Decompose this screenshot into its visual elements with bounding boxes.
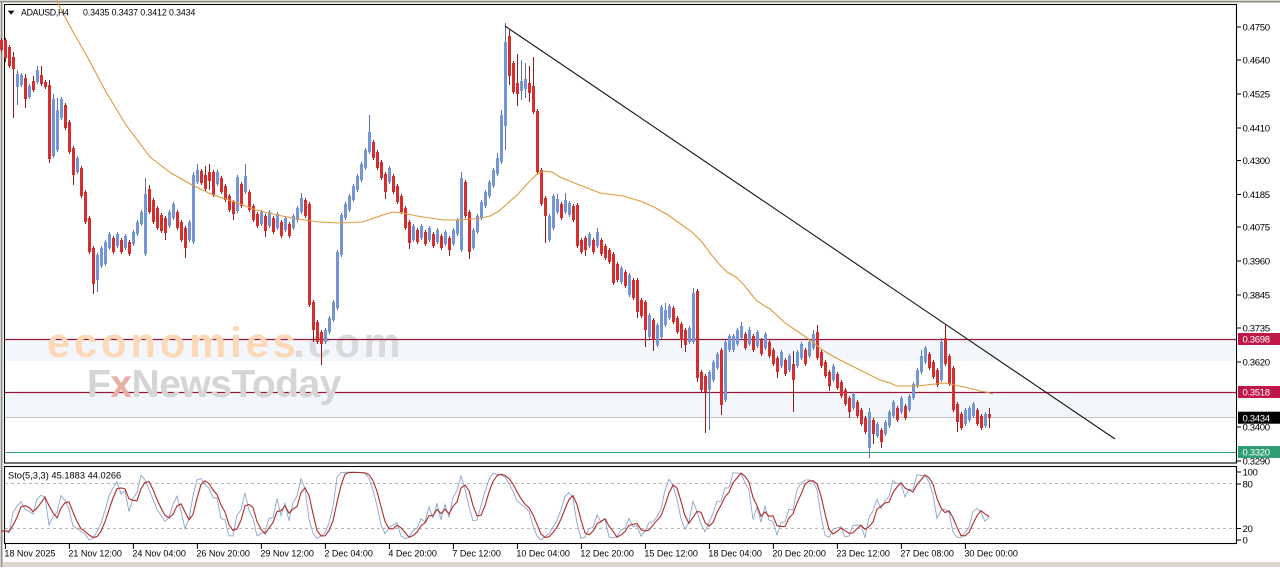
svg-text:0.4300: 0.4300	[1243, 156, 1270, 167]
svg-text:0.4750: 0.4750	[1243, 22, 1270, 33]
svg-text:21 Nov 12:00: 21 Nov 12:00	[68, 549, 122, 559]
svg-text:0.4185: 0.4185	[1243, 190, 1270, 201]
svg-text:26 Nov 20:00: 26 Nov 20:00	[196, 549, 250, 559]
svg-text:100: 100	[1243, 467, 1258, 478]
svg-text:20: 20	[1243, 524, 1253, 535]
svg-text:0.3320: 0.3320	[1243, 448, 1270, 459]
svg-text:2 Dec 04:00: 2 Dec 04:00	[324, 549, 373, 559]
svg-text:27 Dec 08:00: 27 Dec 08:00	[900, 549, 954, 559]
svg-text:0.4410: 0.4410	[1243, 123, 1270, 134]
svg-text:0.3960: 0.3960	[1243, 256, 1270, 267]
svg-text:0.4525: 0.4525	[1243, 89, 1270, 100]
svg-text:24 Nov 04:00: 24 Nov 04:00	[132, 549, 186, 559]
svg-text:29 Nov 12:00: 29 Nov 12:00	[260, 549, 314, 559]
svg-text:0.3845: 0.3845	[1243, 290, 1270, 301]
svg-text:7 Dec 12:00: 7 Dec 12:00	[452, 549, 501, 559]
svg-text:Sto(5,3,3) 45.1883 44.0266: Sto(5,3,3) 45.1883 44.0266	[8, 471, 121, 481]
svg-text:80: 80	[1243, 479, 1253, 490]
svg-text:20 Dec 20:00: 20 Dec 20:00	[772, 549, 826, 559]
svg-text:ADAUSD,H4: ADAUSD,H4	[21, 7, 69, 17]
svg-text:.com: .com	[293, 319, 404, 366]
svg-text:0.3290: 0.3290	[1243, 456, 1270, 467]
svg-text:0.3698: 0.3698	[1243, 335, 1270, 346]
svg-text:FxNewsToday: FxNewsToday	[87, 363, 342, 406]
svg-text:0.3400: 0.3400	[1243, 422, 1270, 433]
svg-text:4 Dec 20:00: 4 Dec 20:00	[388, 549, 437, 559]
svg-text:30 Dec 00:00: 30 Dec 00:00	[964, 549, 1018, 559]
svg-text:0.4075: 0.4075	[1243, 222, 1270, 233]
svg-text:12 Dec 20:00: 12 Dec 20:00	[580, 549, 634, 559]
svg-text:18 Dec 04:00: 18 Dec 04:00	[708, 549, 762, 559]
svg-text:0.3735: 0.3735	[1243, 323, 1270, 334]
svg-text:0.3435 0.3437 0.3412 0.3434: 0.3435 0.3437 0.3412 0.3434	[83, 7, 195, 17]
svg-text:0.3434: 0.3434	[1243, 413, 1271, 424]
svg-text:0.4640: 0.4640	[1243, 55, 1270, 66]
svg-text:0: 0	[1243, 535, 1248, 546]
svg-text:10 Dec 04:00: 10 Dec 04:00	[516, 549, 570, 559]
svg-text:23 Dec 12:00: 23 Dec 12:00	[836, 549, 890, 559]
svg-text:18 Nov 2025: 18 Nov 2025	[4, 549, 55, 559]
svg-text:economies: economies	[47, 319, 300, 366]
svg-text:0.3518: 0.3518	[1243, 388, 1270, 399]
svg-text:15 Dec 12:00: 15 Dec 12:00	[644, 549, 698, 559]
svg-text:0.3620: 0.3620	[1243, 357, 1270, 368]
